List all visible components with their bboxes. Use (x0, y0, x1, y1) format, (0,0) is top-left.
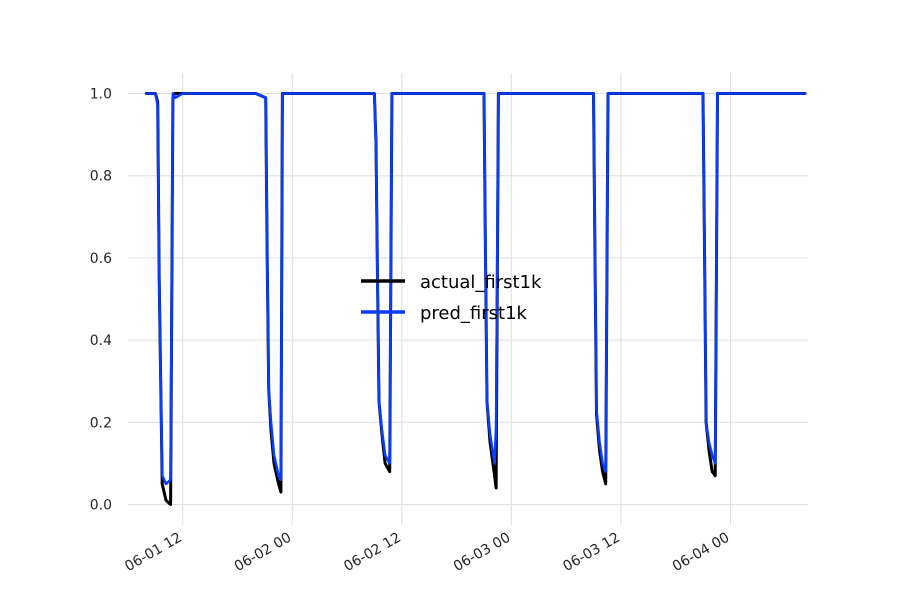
y-tick-label: 0.2 (90, 415, 112, 431)
legend-label-pred: pred_first1k (420, 303, 528, 324)
x-tick-label: 06-02 12 (341, 530, 404, 575)
y-tick-label: 1.0 (90, 87, 112, 103)
legend-label-actual: actual_first1k (420, 272, 542, 293)
y-tick-label: 0.8 (90, 169, 112, 185)
y-tick-label: 0.0 (90, 497, 112, 513)
x-tick-label: 06-02 00 (232, 530, 295, 575)
y-tick-label: 0.6 (90, 251, 112, 267)
x-tick-label: 06-01 12 (122, 530, 185, 575)
y-axis-ticks: 0.0 0.2 0.4 0.6 0.8 1.0 (90, 87, 112, 514)
x-tick-label: 06-03 00 (451, 530, 514, 575)
series-layer (144, 92, 807, 506)
x-tick-label: 06-04 00 (670, 530, 733, 575)
series-line-pred-first1k (145, 92, 807, 486)
x-tick-label: 06-03 12 (560, 530, 623, 575)
legend: actual_first1k pred_first1k (361, 272, 542, 324)
y-tick-label: 0.4 (90, 333, 112, 349)
x-axis-ticks: 06-01 12 06-02 00 06-02 12 06-03 00 06-03 12… (122, 530, 732, 575)
